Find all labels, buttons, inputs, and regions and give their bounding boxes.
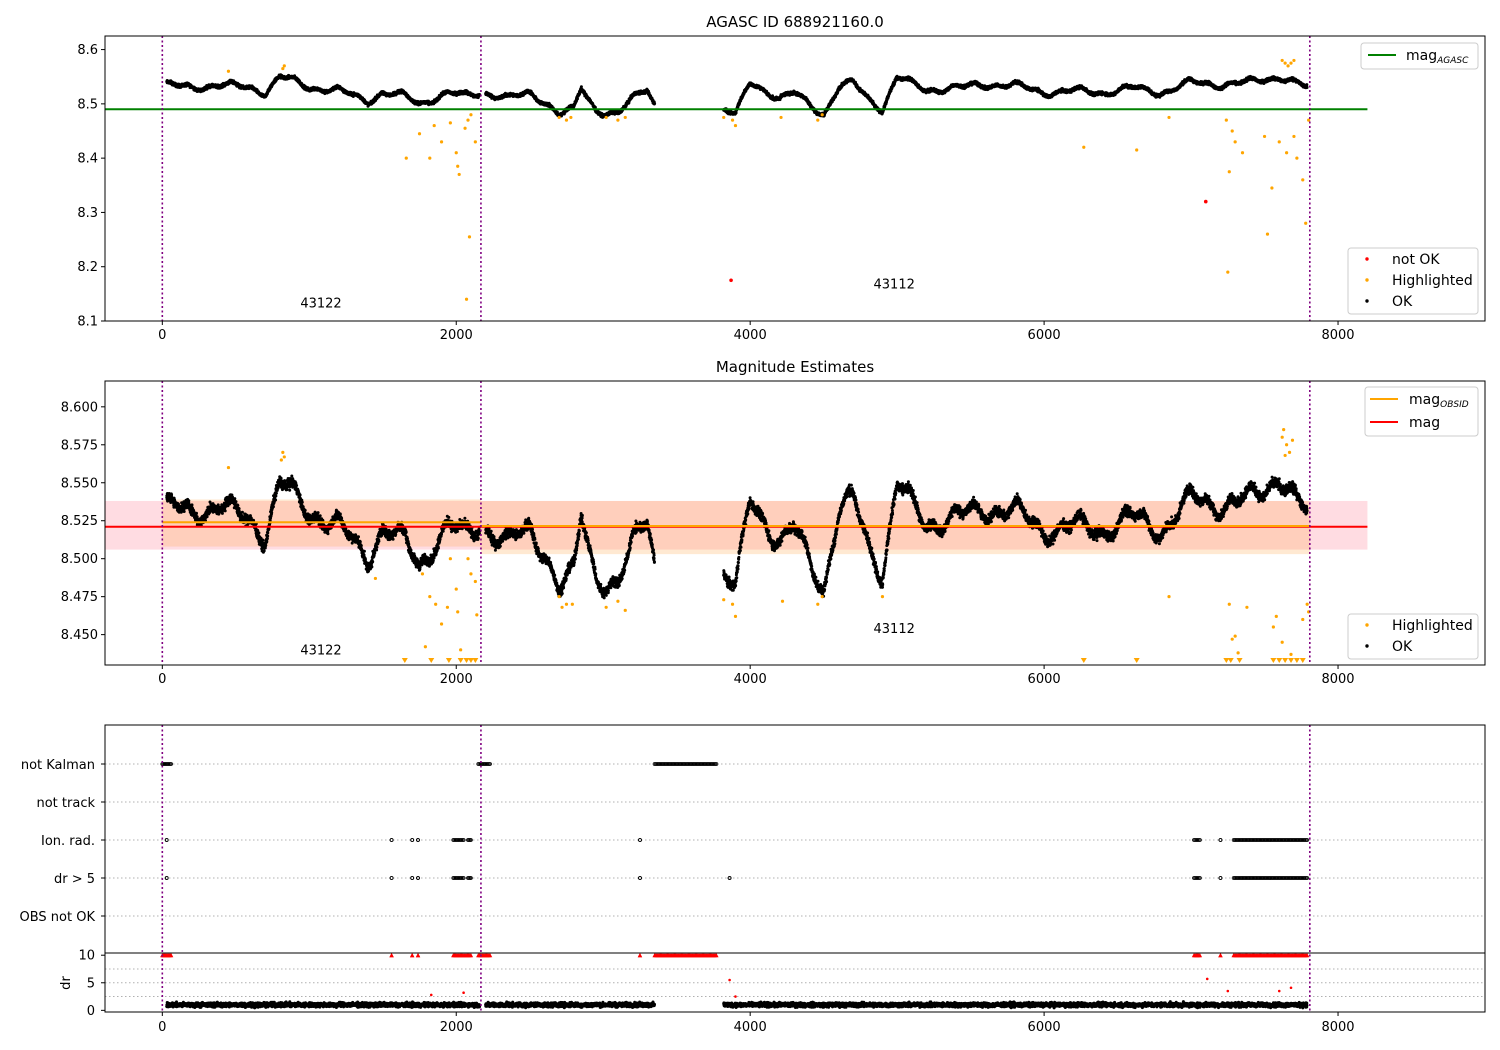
agasc-panel: AGASC ID 688921160.0 0 2000 4000 6000 80008.… [77, 13, 1486, 343]
agasc-clipped [105, 36, 1368, 321]
agasc-ok-point [579, 85, 583, 89]
agasc-data-layer [105, 36, 1368, 321]
agasc-panel-title: AGASC ID 688921160.0 [706, 13, 884, 31]
agasc-ok-point [653, 102, 657, 105]
agasc-ok-point [575, 97, 579, 101]
agasc-ok-point [734, 111, 738, 115]
